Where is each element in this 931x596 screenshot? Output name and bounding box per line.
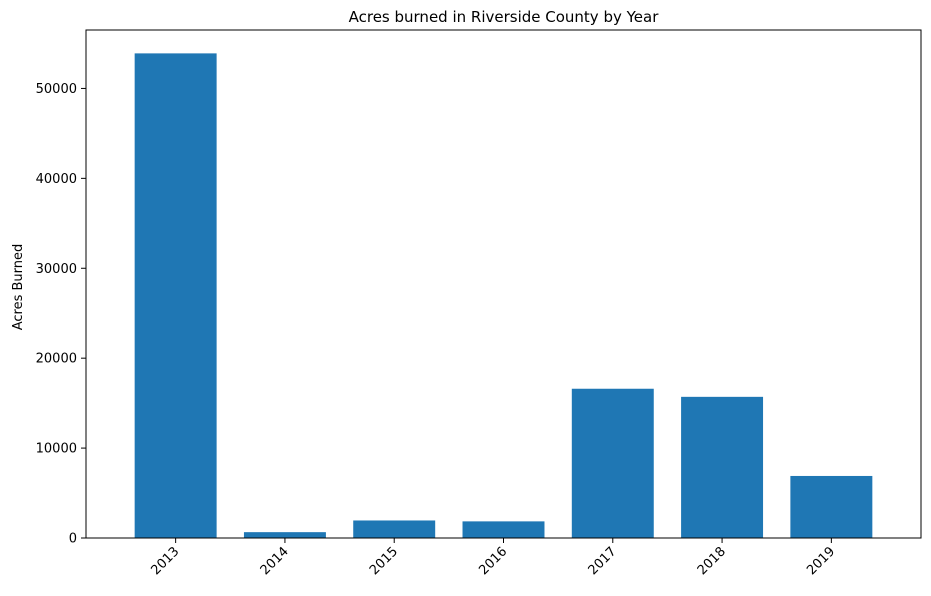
bar-2017: [571, 388, 654, 538]
bars-group: [134, 53, 873, 538]
y-axis-ticks: 0 10000 20000 30000 40000 50000: [36, 82, 86, 547]
bar-2018: [681, 396, 764, 538]
x-tick-label-2016: 2016: [476, 544, 510, 578]
bar-2014: [243, 532, 326, 538]
x-axis-ticks: 2013 2014 2015 2016 2017 2018 2019: [148, 538, 838, 578]
bar-2016: [462, 521, 545, 538]
y-tick-label-10000: 10000: [36, 442, 77, 457]
y-tick-label-40000: 40000: [36, 172, 77, 187]
bar-2019: [790, 475, 873, 538]
bar-2013: [134, 53, 217, 538]
bar-2015: [353, 520, 436, 538]
chart-title: Acres burned in Riverside County by Year: [349, 8, 660, 26]
x-tick-label-2017: 2017: [586, 544, 620, 578]
y-tick-label-0: 0: [69, 532, 77, 547]
x-tick-label-2013: 2013: [148, 544, 182, 578]
y-axis-label: Acres Burned: [11, 244, 26, 331]
x-tick-label-2014: 2014: [258, 544, 292, 578]
x-tick-label-2019: 2019: [804, 544, 838, 578]
x-tick-label-2015: 2015: [367, 544, 401, 578]
y-tick-label-50000: 50000: [36, 82, 77, 97]
plot-frame: [85, 29, 922, 539]
x-tick-label-2018: 2018: [695, 544, 729, 578]
y-tick-label-20000: 20000: [36, 352, 77, 367]
y-tick-label-30000: 30000: [36, 262, 77, 277]
